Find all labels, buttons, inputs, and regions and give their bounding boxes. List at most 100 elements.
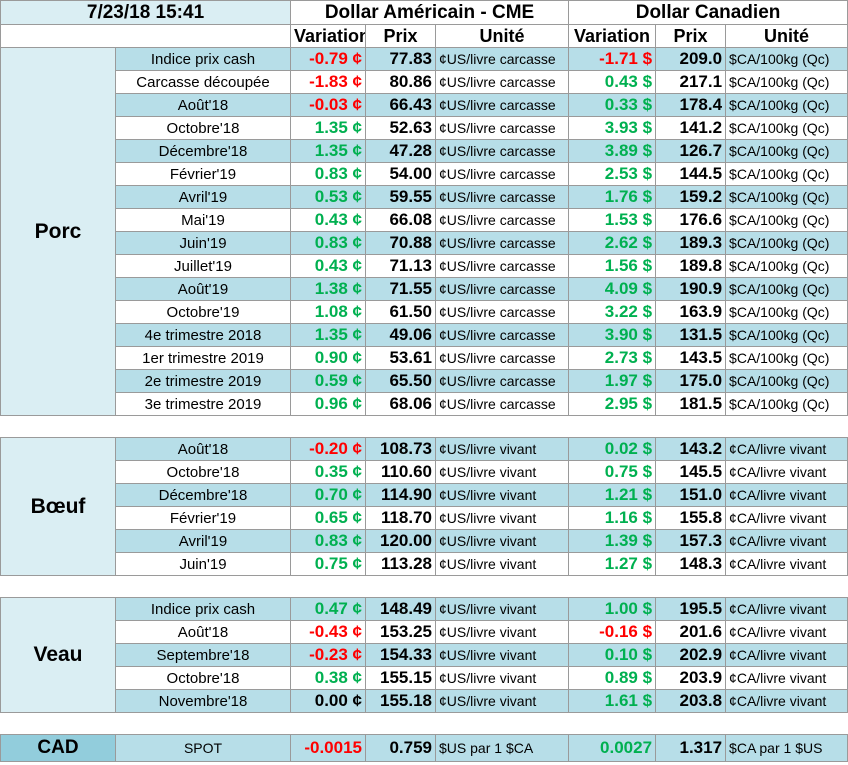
usd-unit: ¢US/livre carcasse bbox=[435, 300, 570, 324]
cad-unit: ¢CA/livre vivant bbox=[725, 620, 848, 644]
data-row: CAD SPOT -0.0015 0.759 $US par 1 $CA 0.0027 1.… bbox=[0, 734, 848, 762]
usd-price: 52.63 bbox=[365, 116, 437, 140]
cad-unit: $CA/100kg (Qc) bbox=[725, 392, 848, 416]
spacer-cell bbox=[0, 575, 848, 598]
usd-price: 66.08 bbox=[365, 208, 437, 232]
data-row: Carcasse découpée -1.83 ¢ 80.86 ¢US/livre c… bbox=[1, 70, 848, 94]
cad-unit: ¢CA/livre vivant bbox=[725, 643, 848, 667]
usd-price: 118.70 bbox=[365, 506, 437, 530]
usd-price: 0.759 bbox=[365, 734, 437, 762]
usd-variation: -0.79 ¢ bbox=[290, 47, 367, 71]
usd-unit: ¢US/livre carcasse bbox=[435, 93, 570, 117]
usd-price: 66.43 bbox=[365, 93, 437, 117]
cad-unit: $CA/100kg (Qc) bbox=[725, 254, 848, 278]
usd-price: 49.06 bbox=[365, 323, 437, 347]
spacer-row bbox=[0, 415, 848, 438]
row-label: Août'18 bbox=[114, 620, 292, 644]
usd-unit: ¢US/livre vivant bbox=[435, 483, 570, 507]
cad-variation: 3.22 $ bbox=[568, 300, 657, 324]
data-row: Octobre'18 1.35 ¢ 52.63 ¢US/livre carcasse 3… bbox=[1, 116, 848, 140]
data-row: Veau Indice prix cash 0.47 ¢ 148.49 ¢US/livr… bbox=[0, 597, 848, 713]
usd-unit: ¢US/livre carcasse bbox=[435, 277, 570, 301]
row-label: Août'18 bbox=[114, 93, 292, 117]
usd-unit: ¢US/livre carcasse bbox=[435, 369, 570, 393]
cad-unit: ¢CA/livre vivant bbox=[725, 506, 848, 530]
data-row: Octobre'19 1.08 ¢ 61.50 ¢US/livre carcasse 3… bbox=[1, 300, 848, 324]
row-label: SPOT bbox=[114, 734, 292, 762]
usd-price: 53.61 bbox=[365, 346, 437, 370]
cad-variation: 1.00 $ bbox=[568, 597, 657, 621]
data-row: Octobre'18 0.35 ¢ 110.60 ¢US/livre vivant 0.… bbox=[1, 460, 848, 484]
cad-variation: 0.10 $ bbox=[568, 643, 657, 667]
usd-price: 65.50 bbox=[365, 369, 437, 393]
cad-price: 143.2 bbox=[655, 437, 727, 461]
usd-unit: ¢US/livre vivant bbox=[435, 643, 570, 667]
cad-price: 155.8 bbox=[655, 506, 727, 530]
row-label: Octobre'18 bbox=[114, 666, 292, 690]
cad-variation: 1.56 $ bbox=[568, 254, 657, 278]
cad-variation: 2.95 $ bbox=[568, 392, 657, 416]
cad-variation: 1.27 $ bbox=[568, 552, 657, 576]
usd-variation: 0.43 ¢ bbox=[290, 254, 367, 278]
cad-title: Dollar Canadien bbox=[568, 0, 848, 25]
cad-price: 1.317 bbox=[655, 734, 727, 762]
cad-price: 141.2 bbox=[655, 116, 727, 140]
cad-variation: 0.75 $ bbox=[568, 460, 657, 484]
cad-price: 217.1 bbox=[655, 70, 727, 94]
row-label: Septembre'18 bbox=[114, 643, 292, 667]
cad-price: 195.5 bbox=[655, 597, 727, 621]
cad-variation: 0.89 $ bbox=[568, 666, 657, 690]
cad-variation: 0.0027 bbox=[568, 734, 657, 762]
usd-price: 108.73 bbox=[365, 437, 437, 461]
data-row: 4e trimestre 2018 1.35 ¢ 49.06 ¢US/livre ca… bbox=[1, 323, 848, 347]
row-label: Avril'19 bbox=[114, 185, 292, 209]
usd-unit: ¢US/livre vivant bbox=[435, 689, 570, 713]
cad-unit: $CA/100kg (Qc) bbox=[725, 231, 848, 255]
cad-unit: ¢CA/livre vivant bbox=[725, 597, 848, 621]
usd-unit: ¢US/livre vivant bbox=[435, 552, 570, 576]
usd-variation: 1.35 ¢ bbox=[290, 139, 367, 163]
cad-variation: 1.97 $ bbox=[568, 369, 657, 393]
usd-unit: ¢US/livre vivant bbox=[435, 666, 570, 690]
data-row: Juillet'19 0.43 ¢ 71.13 ¢US/livre carcasse 1… bbox=[1, 254, 848, 278]
data-row: 1er trimestre 2019 0.90 ¢ 53.61 ¢US/livre c… bbox=[1, 346, 848, 370]
usd-price: 80.86 bbox=[365, 70, 437, 94]
column-header-row: Variation Prix Unité Variation Prix Unité bbox=[0, 24, 848, 48]
cad-variation: 1.21 $ bbox=[568, 483, 657, 507]
cad-unit: $CA/100kg (Qc) bbox=[725, 323, 848, 347]
usd-unit: ¢US/livre vivant bbox=[435, 437, 570, 461]
data-row: Novembre'18 0.00 ¢ 155.18 ¢US/livre vivant 1… bbox=[1, 689, 848, 713]
header-spacer bbox=[0, 24, 292, 48]
usd-variation: -0.03 ¢ bbox=[290, 93, 367, 117]
data-row: Décembre'18 0.70 ¢ 114.90 ¢US/livre vivant 1… bbox=[1, 483, 848, 507]
usd-price: 68.06 bbox=[365, 392, 437, 416]
usd-variation: -0.0015 bbox=[290, 734, 367, 762]
usd-price: 71.13 bbox=[365, 254, 437, 278]
section-name: Porc bbox=[0, 47, 116, 416]
usd-price: 153.25 bbox=[365, 620, 437, 644]
row-label: 3e trimestre 2019 bbox=[114, 392, 292, 416]
usd-unit: ¢US/livre vivant bbox=[435, 529, 570, 553]
cad-variation: -0.16 $ bbox=[568, 620, 657, 644]
data-row: Juin'19 0.75 ¢ 113.28 ¢US/livre vivant 1.27 … bbox=[1, 552, 848, 576]
row-label: Indice prix cash bbox=[114, 597, 292, 621]
usd-price: 47.28 bbox=[365, 139, 437, 163]
cad-price: 126.7 bbox=[655, 139, 727, 163]
cad-price: 190.9 bbox=[655, 277, 727, 301]
data-row: Avril'19 0.53 ¢ 59.55 ¢US/livre carcasse 1.7… bbox=[1, 185, 848, 209]
cad-variation: 0.02 $ bbox=[568, 437, 657, 461]
usd-variation: -0.43 ¢ bbox=[290, 620, 367, 644]
cad-unit: $CA/100kg (Qc) bbox=[725, 208, 848, 232]
usd-unit: ¢US/livre vivant bbox=[435, 506, 570, 530]
cad-unit: $CA/100kg (Qc) bbox=[725, 162, 848, 186]
row-label: Février'19 bbox=[114, 162, 292, 186]
data-row: Septembre'18 -0.23 ¢ 154.33 ¢US/livre vivan… bbox=[1, 643, 848, 667]
cad-variation: 0.43 $ bbox=[568, 70, 657, 94]
cad-price: 209.0 bbox=[655, 47, 727, 71]
cad-variation: 3.89 $ bbox=[568, 139, 657, 163]
cad-unit: $CA/100kg (Qc) bbox=[725, 369, 848, 393]
cad-price: 159.2 bbox=[655, 185, 727, 209]
usd-title: Dollar Américain - CME bbox=[290, 0, 570, 25]
